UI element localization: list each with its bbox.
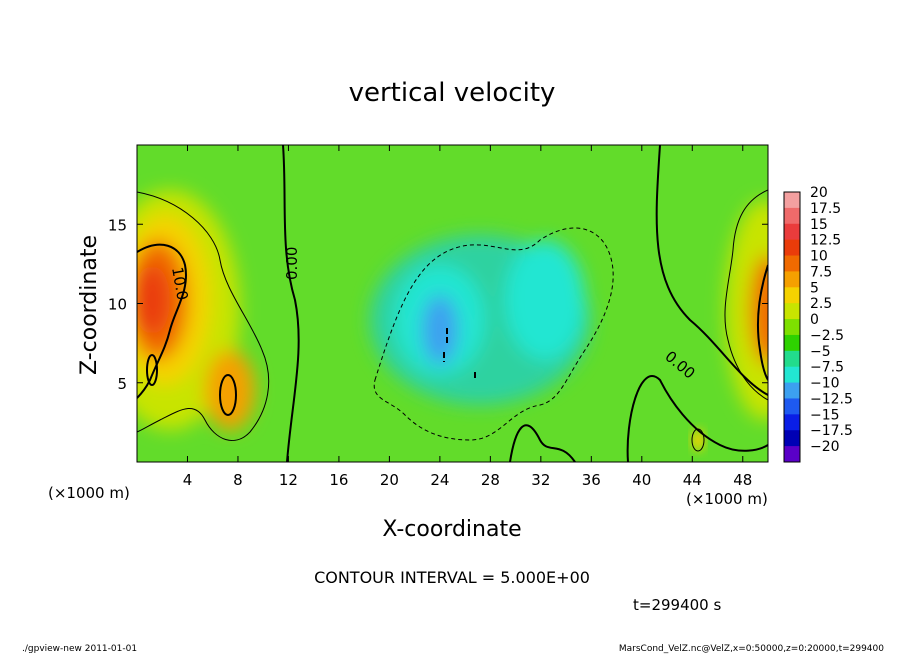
ten-contour-left-lobe — [219, 374, 237, 416]
colorbar-label: −17.5 — [810, 423, 853, 439]
left-updraft-max — [137, 265, 170, 335]
chart-title: vertical velocity — [349, 78, 556, 108]
ten-contour-right — [757, 264, 768, 381]
neg-five-contour — [373, 227, 614, 441]
colorbar-swatch — [784, 414, 800, 431]
colorbar-label: −2.5 — [810, 328, 844, 344]
footer-right: MarsCond_VelZ.nc@VelZ,x=0:50000,z=0:2000… — [619, 644, 884, 654]
colorbar-label: −20 — [810, 439, 840, 455]
x-tick-label: 8 — [233, 471, 243, 489]
colorbar-swatch — [784, 398, 800, 415]
x-tick-label: 40 — [632, 471, 651, 489]
colorbar-label: −12.5 — [810, 391, 853, 407]
five-contour-right — [724, 189, 768, 401]
x-tick-label: 48 — [733, 471, 752, 489]
zero-contour-bottom — [509, 424, 576, 462]
colorbar-label: 10 — [810, 249, 828, 265]
x-tick-label: 4 — [183, 471, 193, 489]
x-axis: 4 8 12 16 20 24 28 32 36 40 44 48 — [183, 145, 752, 489]
contour-interval: CONTOUR INTERVAL = 5.000E+00 — [314, 568, 590, 587]
footer-left: ./gpview-new 2011-01-01 — [22, 644, 137, 654]
colorbar-swatch — [784, 303, 800, 320]
colorbar-frame — [783, 191, 801, 463]
colorbar-label: 15 — [810, 217, 828, 233]
contour-lines — [137, 145, 768, 462]
colorbar-label: −10 — [810, 376, 840, 392]
y-tick-label: 5 — [117, 375, 127, 393]
x-tick-label: 36 — [582, 471, 601, 489]
colorbar-label: 5 — [810, 280, 819, 296]
colorbar-swatch — [784, 446, 800, 463]
colorbar-label: −15 — [810, 407, 840, 423]
colorbar-swatch — [784, 382, 800, 399]
time-label: t=299400 s — [633, 596, 721, 614]
colorbar-label: 0 — [810, 312, 819, 328]
x-unit-right: (×1000 m) — [686, 490, 768, 508]
colorbar-swatch — [784, 207, 800, 225]
y-tick-label: 10 — [108, 296, 127, 314]
x-unit-left: (×1000 m) — [48, 484, 130, 502]
x-tick-label: 28 — [481, 471, 500, 489]
five-contour-warm-spot — [691, 428, 705, 452]
colorbar-swatch — [784, 239, 800, 257]
ten-contour-small-loop — [146, 354, 158, 386]
five-contour-left — [137, 191, 270, 441]
colorbar-swatch — [784, 366, 800, 384]
y-axis: 5 10 15 — [108, 216, 768, 393]
zero-contour-right-lower — [626, 375, 768, 462]
x-tick-label: 44 — [683, 471, 702, 489]
colorbar-label: 12.5 — [810, 233, 841, 249]
y-axis-title: Z-coordinate — [77, 235, 102, 375]
ten-contour-left — [137, 243, 187, 399]
colorbar: 2017.51512.5107.552.50−2.5−5−7.5−10−12.5… — [783, 185, 853, 463]
contour-label-0-left: 0.00 — [283, 247, 301, 280]
colorbar-label: 17.5 — [810, 201, 841, 217]
downdraft-core — [422, 295, 458, 365]
plot-area — [137, 145, 768, 462]
colorbar-swatch — [784, 287, 800, 304]
x-tick-label: 16 — [329, 471, 348, 489]
small-warm-spot — [692, 429, 704, 451]
colorbar-label: 7.5 — [810, 264, 832, 280]
colorbar-label: 20 — [810, 185, 828, 201]
colorbar-swatch — [784, 192, 800, 209]
colorbar-swatch — [784, 350, 800, 368]
colorbar-swatch — [784, 334, 800, 352]
colorbar-swatch — [784, 255, 800, 272]
x-axis-title: X-coordinate — [382, 517, 521, 542]
colorbar-label: 2.5 — [810, 296, 832, 312]
x-tick-label: 24 — [430, 471, 449, 489]
colorbar-swatch — [784, 430, 800, 447]
x-tick-label: 20 — [380, 471, 399, 489]
neg-ten-contour — [443, 328, 476, 380]
colorbar-label: −5 — [810, 344, 831, 360]
zero-contour-left — [282, 145, 300, 462]
colorbar-swatch — [784, 271, 800, 288]
colorbar-label: −7.5 — [810, 360, 844, 376]
colorbar-swatch — [784, 319, 800, 336]
left-lower-lobe — [205, 350, 255, 430]
x-tick-label: 32 — [531, 471, 550, 489]
colorbar-swatch — [784, 223, 800, 241]
x-tick-label: 12 — [279, 471, 298, 489]
contour-label-10-left: 10.0 — [168, 266, 192, 302]
right-updraft-outer — [725, 200, 768, 420]
y-tick-label: 15 — [108, 216, 127, 234]
downdraft-east — [505, 240, 585, 360]
